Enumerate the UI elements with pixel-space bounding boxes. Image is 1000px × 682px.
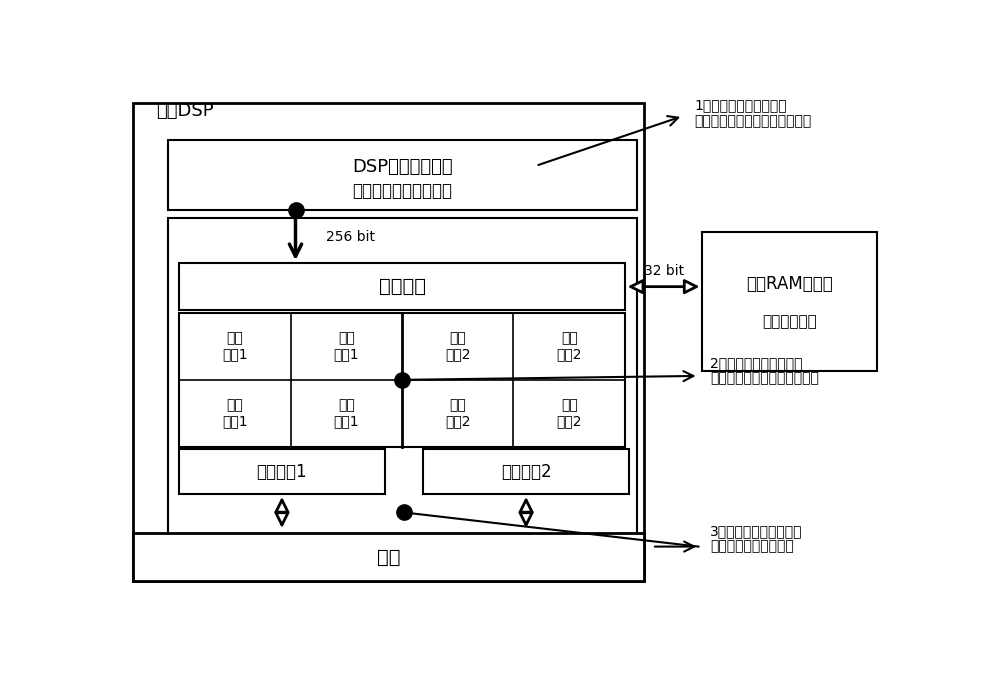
Bar xyxy=(179,263,625,310)
Bar xyxy=(179,449,385,494)
Text: （循环展开、分支结构改进）: （循环展开、分支结构改进） xyxy=(710,372,819,385)
Bar xyxy=(133,103,644,581)
Text: 32 bit: 32 bit xyxy=(644,264,684,278)
Text: 外部RAM存储器: 外部RAM存储器 xyxy=(746,276,833,293)
Text: （关键复杂算法定址编译运行）: （关键复杂算法定址编译运行） xyxy=(695,114,812,128)
Text: 3、提高数据处理并行度: 3、提高数据处理并行度 xyxy=(710,524,803,538)
Bar xyxy=(702,231,877,371)
Text: 其他
功能2: 其他 功能2 xyxy=(556,398,582,428)
Text: 逻辑
运算2: 逻辑 运算2 xyxy=(556,331,582,361)
Text: 单核DSP: 单核DSP xyxy=(156,102,214,120)
Text: （其他程序）: （其他程序） xyxy=(762,314,817,329)
Text: 指令预取: 指令预取 xyxy=(379,277,426,296)
Text: 访存
单元1: 访存 单元1 xyxy=(222,331,248,361)
Text: DSP内部程序缓存: DSP内部程序缓存 xyxy=(352,158,452,175)
Text: 数据: 数据 xyxy=(377,548,400,567)
Text: 乘法
运算1: 乘法 运算1 xyxy=(222,398,248,428)
Text: （单指令多数据指令）: （单指令多数据指令） xyxy=(710,539,794,554)
Text: 寄存器组1: 寄存器组1 xyxy=(257,463,307,481)
Bar xyxy=(133,533,644,581)
Bar xyxy=(179,313,625,447)
Text: 逻辑
运算1: 逻辑 运算1 xyxy=(334,331,359,361)
Bar xyxy=(423,449,629,494)
Text: 访存
单元2: 访存 单元2 xyxy=(445,331,471,361)
Text: 256 bit: 256 bit xyxy=(326,230,376,243)
Text: （运行关键复杂算法）: （运行关键复杂算法） xyxy=(352,181,452,200)
Text: 寄存器组2: 寄存器组2 xyxy=(501,463,551,481)
Bar xyxy=(168,140,637,211)
Text: 2、提高指令执行并行度: 2、提高指令执行并行度 xyxy=(710,356,803,370)
Text: 其他
功能1: 其他 功能1 xyxy=(334,398,359,428)
Bar xyxy=(168,218,637,581)
Text: 1、提高存储访问并行度: 1、提高存储访问并行度 xyxy=(695,98,787,113)
Text: 乘法
运算2: 乘法 运算2 xyxy=(445,398,471,428)
